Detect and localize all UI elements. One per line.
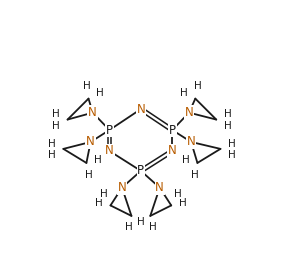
- Text: N: N: [168, 144, 177, 157]
- Text: H: H: [52, 121, 60, 131]
- Text: N: N: [88, 106, 97, 119]
- Text: P: P: [169, 123, 176, 137]
- Text: H: H: [52, 109, 60, 119]
- Text: H: H: [94, 155, 102, 165]
- Text: H: H: [48, 150, 56, 160]
- Text: N: N: [185, 106, 193, 119]
- Text: H: H: [174, 189, 182, 199]
- Text: H: H: [224, 121, 232, 131]
- Text: N: N: [137, 103, 145, 116]
- Text: H: H: [95, 198, 103, 208]
- Text: H: H: [182, 155, 190, 165]
- Text: H: H: [100, 189, 108, 199]
- Text: P: P: [137, 164, 144, 177]
- Text: H: H: [96, 88, 104, 98]
- Text: H: H: [228, 139, 236, 149]
- Text: H: H: [149, 222, 156, 232]
- Text: N: N: [155, 181, 164, 194]
- Text: H: H: [83, 81, 90, 91]
- Text: H: H: [179, 198, 187, 208]
- Text: N: N: [187, 135, 196, 149]
- Text: H: H: [180, 88, 188, 98]
- Text: N: N: [86, 135, 95, 149]
- Text: H: H: [126, 222, 133, 232]
- Text: H: H: [137, 217, 145, 227]
- Text: H: H: [191, 171, 199, 181]
- Text: P: P: [106, 123, 113, 137]
- Text: N: N: [118, 181, 126, 194]
- Text: H: H: [48, 139, 56, 149]
- Text: H: H: [194, 81, 201, 91]
- Text: N: N: [105, 144, 114, 157]
- Text: H: H: [228, 150, 236, 160]
- Text: H: H: [137, 217, 145, 227]
- Text: H: H: [85, 171, 92, 181]
- Text: H: H: [224, 109, 232, 119]
